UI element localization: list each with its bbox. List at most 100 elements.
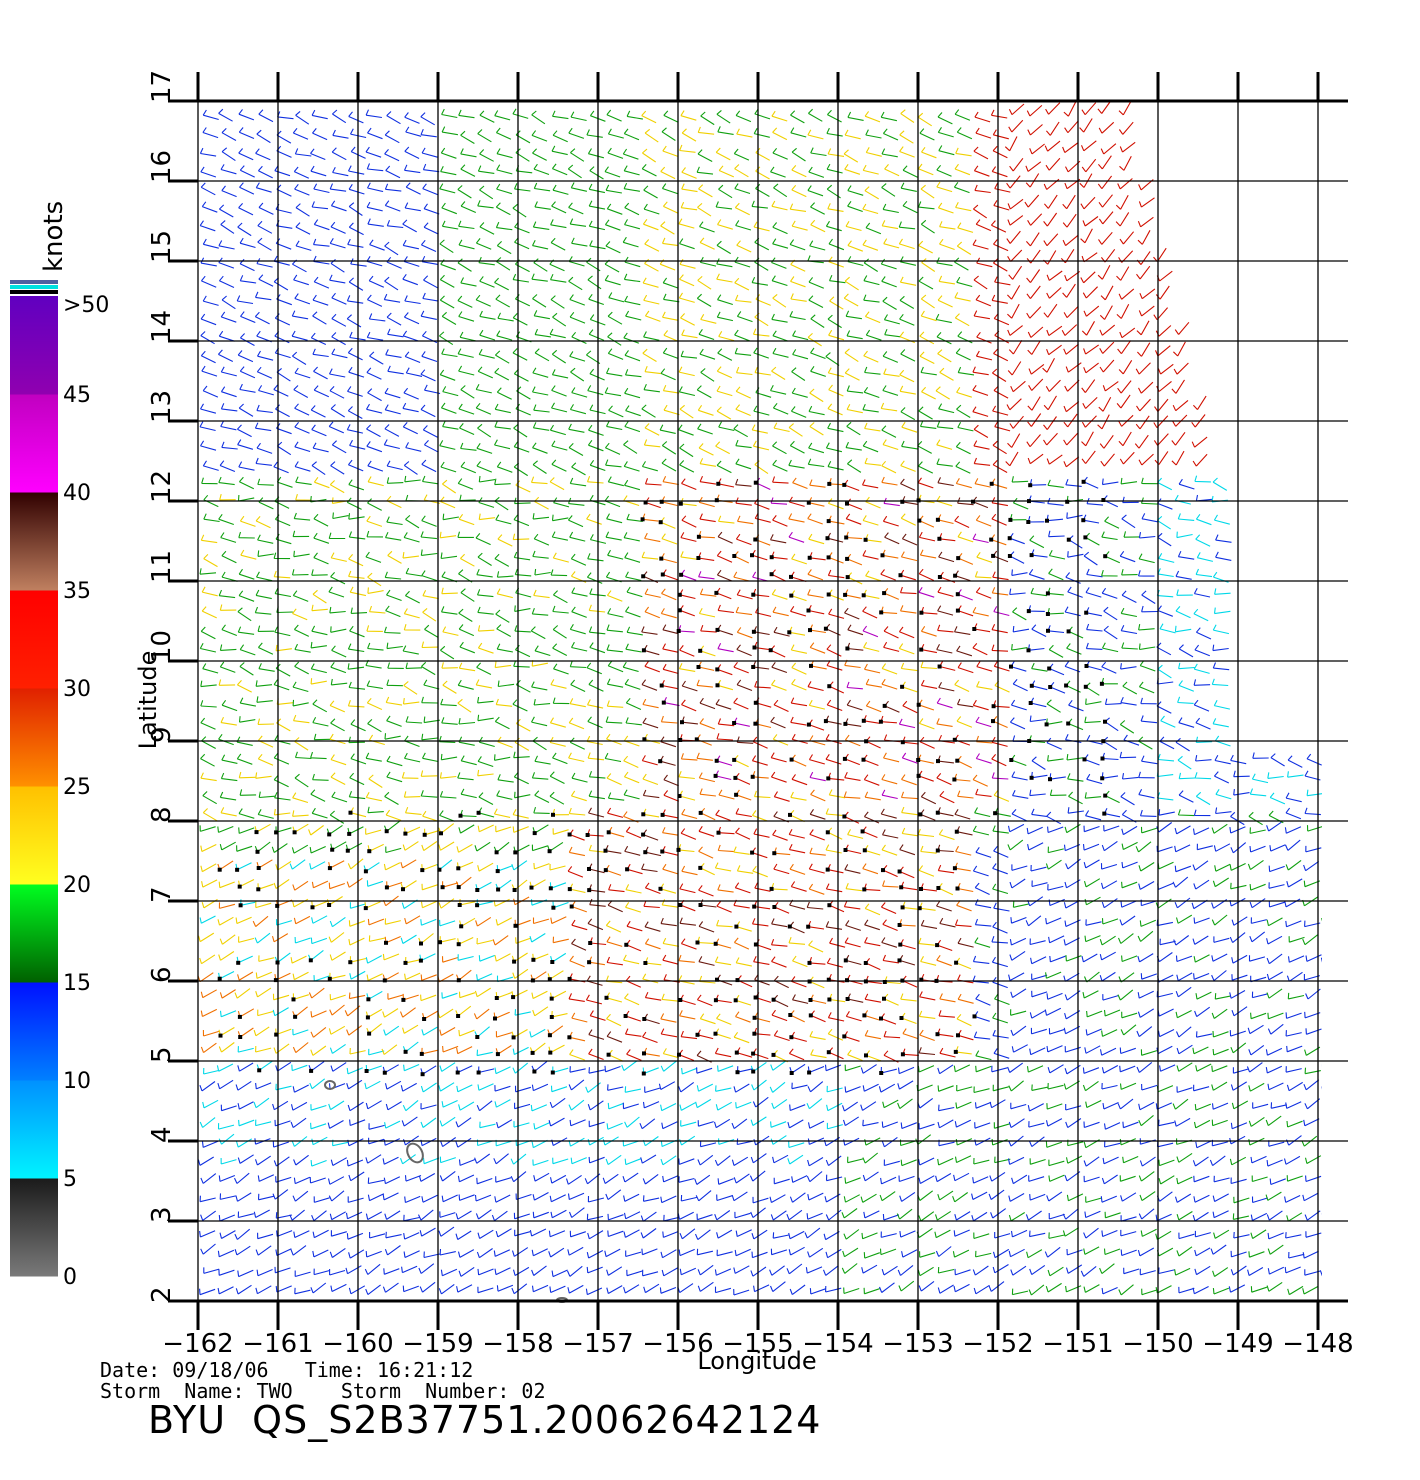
wind-barb <box>678 1158 695 1165</box>
wind-barb <box>1156 1191 1173 1202</box>
wind-barb <box>550 916 567 924</box>
wind-barb <box>1007 361 1022 376</box>
wind-barb <box>716 460 732 474</box>
wind-barb <box>934 1210 951 1221</box>
wind-barb <box>716 311 734 322</box>
wind-barb <box>1194 475 1211 483</box>
wind-barb <box>494 1194 511 1203</box>
wind-barb <box>640 1228 657 1239</box>
wind-barb <box>604 259 620 273</box>
wind-barb <box>1048 935 1065 944</box>
wind-barb <box>843 900 861 910</box>
rain-flag-marker <box>218 1033 223 1038</box>
wind-barb <box>1171 450 1185 466</box>
wind-barb <box>917 163 934 176</box>
wind-barb <box>1009 878 1026 889</box>
wind-barb <box>827 422 844 433</box>
wind-barb <box>825 753 842 765</box>
wind-barb <box>1029 1230 1046 1238</box>
wind-barb <box>660 715 678 724</box>
wind-barb <box>1047 587 1064 596</box>
wind-barb <box>476 899 493 906</box>
wind-barb <box>329 700 346 713</box>
wind-barb <box>494 496 509 511</box>
wind-barb <box>643 294 660 305</box>
wind-barb <box>881 476 898 486</box>
wind-barb <box>587 918 604 931</box>
rain-flag-marker <box>716 481 721 486</box>
wind-barb <box>640 1154 657 1164</box>
wind-barb <box>1008 119 1024 133</box>
rain-flag-marker <box>750 850 755 855</box>
wind-barb <box>460 553 475 567</box>
wind-barb <box>883 1030 901 1039</box>
wind-barb <box>881 1136 898 1148</box>
wind-barb <box>441 571 458 583</box>
wind-barb <box>956 645 973 657</box>
wind-barb <box>974 1122 991 1129</box>
wind-barb <box>973 204 988 219</box>
wind-barb <box>956 241 972 255</box>
wind-barb <box>1172 1098 1189 1110</box>
wind-barb <box>534 496 549 510</box>
wind-barb <box>937 883 954 896</box>
wind-barb <box>330 1230 347 1237</box>
wind-barb <box>846 330 863 340</box>
wind-barb <box>513 514 530 527</box>
wind-barb <box>810 789 826 802</box>
wind-barb <box>422 163 440 173</box>
wind-barb <box>1211 1119 1228 1127</box>
wind-barb <box>420 531 437 540</box>
wind-barb <box>458 662 476 672</box>
wind-barb <box>957 993 974 1004</box>
rain-flag-marker <box>275 903 280 908</box>
wind-barb <box>862 1119 879 1127</box>
wind-barb <box>920 366 937 376</box>
wind-barb <box>828 515 845 525</box>
rain-flag-marker <box>750 774 755 779</box>
wind-barb <box>552 130 568 143</box>
wind-barb <box>402 273 418 286</box>
rain-flag-marker <box>789 593 794 598</box>
rain-flag-marker <box>640 517 645 522</box>
wind-barb <box>384 918 401 925</box>
wind-barb <box>788 1048 805 1061</box>
wind-barb <box>1157 568 1174 578</box>
wind-barb <box>345 1265 362 1275</box>
wind-barb <box>348 277 364 291</box>
wind-barb <box>220 1157 237 1165</box>
wind-barb <box>772 293 787 308</box>
wind-barb <box>441 587 458 595</box>
wind-barb <box>1047 884 1064 891</box>
wind-barb <box>937 514 954 525</box>
wind-barb <box>993 660 1010 672</box>
wind-barb <box>587 553 604 562</box>
wind-barb <box>1027 516 1045 523</box>
wind-barb <box>827 532 844 543</box>
wind-barb <box>714 956 732 966</box>
wind-barb <box>644 588 661 598</box>
wind-barb <box>680 1120 697 1127</box>
wind-barb <box>1249 788 1267 797</box>
wind-barb <box>921 146 937 159</box>
wind-barb <box>787 1119 804 1129</box>
rain-flag-marker <box>956 556 961 561</box>
wind-barb <box>219 934 236 945</box>
wind-barb <box>459 423 475 436</box>
wind-barb <box>439 496 456 509</box>
wind-barb <box>271 843 288 853</box>
wind-barb <box>791 147 806 162</box>
wind-barb <box>975 788 992 797</box>
wind-barb <box>387 993 404 1000</box>
rain-flag-marker <box>606 1052 611 1057</box>
wind-barb <box>294 461 311 472</box>
wind-barb <box>402 1285 419 1293</box>
wind-barb <box>1284 826 1302 834</box>
wind-barb <box>626 863 643 875</box>
wind-barb <box>313 975 330 982</box>
wind-barb <box>474 1153 491 1164</box>
wind-barb <box>825 220 842 232</box>
wind-barb <box>439 810 455 822</box>
wind-barb <box>751 755 768 766</box>
rain-flag-marker <box>952 737 957 742</box>
